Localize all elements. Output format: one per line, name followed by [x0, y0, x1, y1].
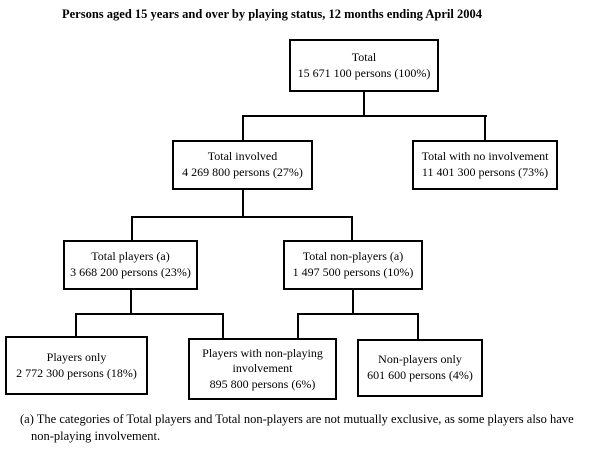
connector-players-only-drop: [75, 313, 77, 338]
node-total: Total 15 671 100 persons (100%): [289, 39, 439, 92]
connector-players-rail: [75, 313, 224, 315]
connector-players-drop: [131, 216, 133, 242]
connector-total-stem: [363, 91, 365, 117]
node-non-players-only: Non-players only 601 600 persons (4%): [357, 339, 483, 397]
connector-involved-drop: [242, 115, 244, 142]
node-no-involvement-value: 11 401 300 persons (73%): [421, 165, 549, 179]
node-total-non-players: Total non-players (a) 1 497 500 persons …: [283, 240, 423, 290]
connector-involved-stem: [242, 188, 244, 218]
connector-non-players-mixed-drop: [297, 313, 299, 340]
node-non-players-only-value: 601 600 persons (4%): [367, 368, 473, 382]
node-total-involved: Total involved 4 269 800 persons (27%): [172, 140, 313, 190]
connector-non-players-only-drop: [417, 313, 419, 341]
connector-players-mixed-drop: [222, 313, 224, 340]
footnote: (a) The categories of Total players and …: [20, 412, 574, 443]
node-total-non-players-label: Total non-players (a): [302, 249, 404, 264]
connector-non-players-rail: [297, 313, 419, 315]
node-total-label: Total: [351, 49, 377, 64]
node-no-involvement: Total with no involvement 11 401 300 per…: [412, 140, 558, 190]
connector-no-involvement-drop: [484, 115, 486, 142]
node-total-non-players-value: 1 497 500 persons (10%): [292, 265, 414, 279]
node-players-only-label: Players only: [46, 349, 107, 364]
node-players-non-playing: Players with non-playing involvement 895…: [188, 338, 337, 400]
node-players-non-playing-label: Players with non-playing involvement: [202, 345, 323, 376]
node-total-involved-label: Total involved: [207, 149, 278, 164]
node-non-players-only-label: Non-players only: [378, 352, 462, 367]
connector-non-players-drop: [351, 216, 353, 242]
node-total-players-value: 3 668 200 persons (23%): [70, 265, 191, 279]
node-no-involvement-label: Total with no involvement: [421, 149, 549, 164]
diagram-title: Persons aged 15 years and over by playin…: [62, 7, 482, 21]
connector-players-stem: [130, 288, 132, 315]
node-total-players: Total players (a) 3 668 200 persons (23%…: [63, 240, 198, 290]
node-total-players-label: Total players (a): [91, 249, 170, 264]
connector-level2-rail: [242, 115, 487, 117]
node-players-non-playing-value: 895 800 persons (6%): [209, 376, 316, 391]
node-players-only-value: 2 772 300 persons (18%): [16, 365, 137, 380]
node-players-only: Players only 2 772 300 persons (18%): [5, 336, 148, 395]
node-total-value: 15 671 100 persons (100%): [297, 65, 431, 80]
node-total-involved-value: 4 269 800 persons (27%): [182, 165, 303, 179]
connector-level3-rail: [131, 216, 353, 218]
connector-non-players-stem: [352, 288, 354, 315]
